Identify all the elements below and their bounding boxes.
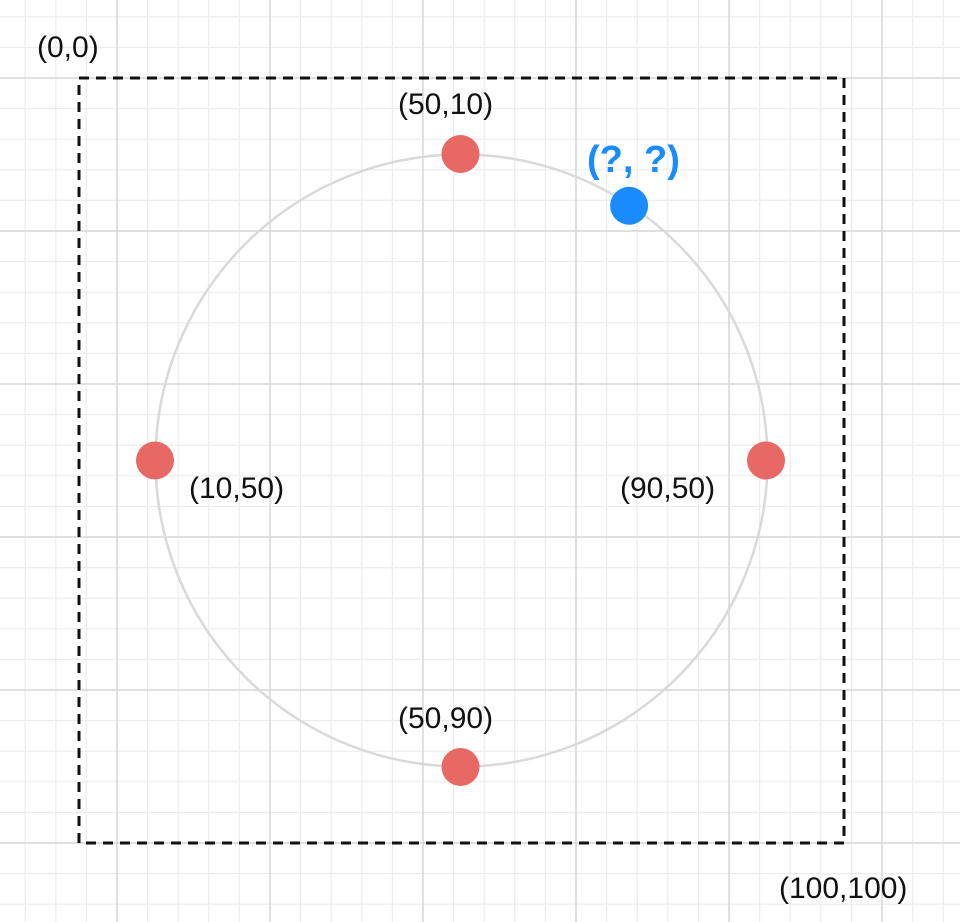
point-right <box>747 441 785 480</box>
point-top-label: (50,10) <box>398 88 493 121</box>
bounding-box <box>77 76 846 845</box>
circle-outline <box>154 153 769 768</box>
point-right-label: (90,50) <box>620 472 715 505</box>
point-left <box>136 441 174 480</box>
max-corner-label: (100,100) <box>779 872 907 905</box>
point-top <box>441 135 480 173</box>
point-bottom <box>441 748 480 786</box>
point-unknown <box>610 186 649 225</box>
point-unknown-label: (?, ?) <box>587 139 680 181</box>
point-bottom-label: (50,90) <box>398 702 493 735</box>
point-left-label: (10,50) <box>189 472 284 505</box>
origin-label: (0,0) <box>37 31 99 64</box>
